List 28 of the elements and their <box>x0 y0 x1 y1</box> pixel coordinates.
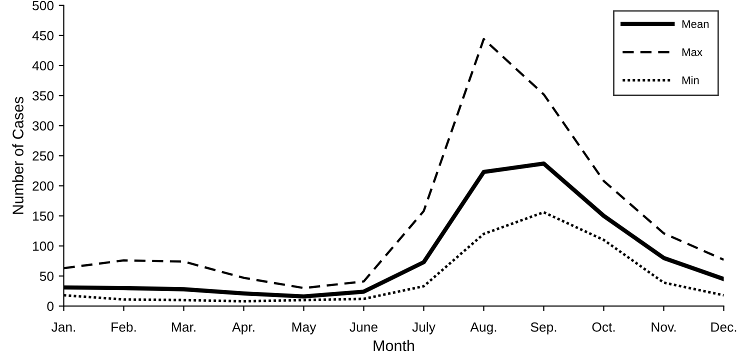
y-tick-label: 50 <box>40 272 54 281</box>
legend-label: Min <box>682 76 699 84</box>
x-axis-title: Month <box>374 340 414 352</box>
y-tick-label: 0 <box>47 302 54 311</box>
y-tick-label: 200 <box>32 181 54 191</box>
y-tick-label: 100 <box>33 242 54 251</box>
x-tick-label: June <box>350 322 378 332</box>
y-tick-label: 350 <box>32 91 54 100</box>
x-tick-label: Nov. <box>652 322 676 332</box>
x-tick-label: Dec. <box>711 322 736 332</box>
x-tick-label: July <box>412 322 436 334</box>
x-tick-label: Apr. <box>232 322 254 334</box>
x-tick-label: Jan. <box>51 322 76 332</box>
y-tick-label: 450 <box>32 31 54 40</box>
y-tick-label: 400 <box>32 61 54 70</box>
x-tick-label: Oct. <box>592 322 615 332</box>
y-tick-label: 250 <box>32 151 54 161</box>
x-tick-label: Sep. <box>530 322 556 334</box>
legend-label: Max <box>682 48 702 56</box>
x-tick-label: Mar. <box>172 322 196 332</box>
y-axis-title: Number of Cases <box>12 96 24 214</box>
x-tick-label: May <box>292 322 316 334</box>
y-tick-label: 150 <box>33 211 54 221</box>
x-tick-label: Aug. <box>470 322 496 334</box>
legend-label: Mean <box>682 20 709 28</box>
y-tick-label: 500 <box>32 0 54 10</box>
y-tick-label: 300 <box>32 121 54 131</box>
x-tick-label: Feb. <box>112 322 136 332</box>
